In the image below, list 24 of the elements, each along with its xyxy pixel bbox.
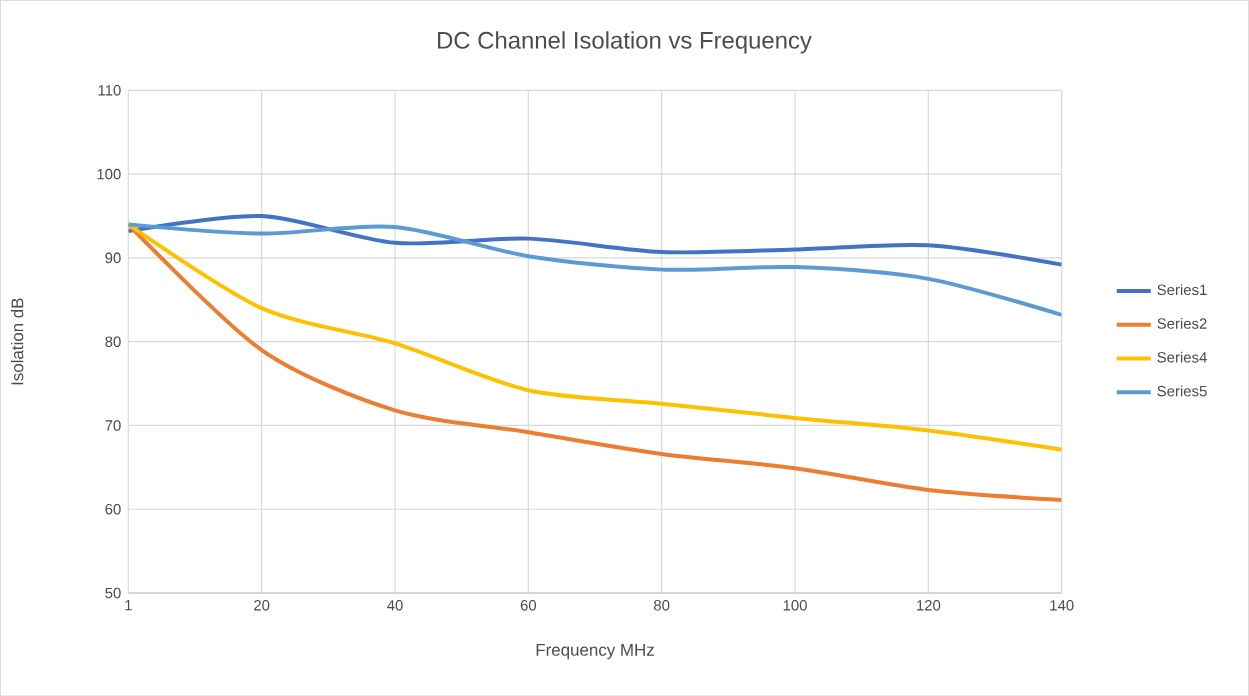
y-tick-label: 110 (98, 84, 121, 96)
line-series (128, 213, 1062, 267)
y-tick-label: 70 (105, 420, 121, 431)
legend-label: Series5 (1157, 385, 1207, 397)
x-axis-title: Frequency MHz (536, 643, 654, 659)
y-axis-title: Isolation dB (10, 298, 24, 385)
x-tick-label: 60 (520, 599, 537, 611)
legend-label: Series2 (1157, 317, 1207, 329)
chart-title: DC Channel Isolation vs Frequency (438, 31, 812, 54)
legend-label: Series1 (1157, 283, 1207, 295)
y-tick-label: 50 (105, 587, 121, 599)
legend-label: Series4 (1157, 351, 1207, 363)
x-tick-label: 120 (917, 599, 941, 611)
y-tick-label: 100 (97, 168, 121, 180)
line-series (128, 222, 1062, 317)
y-tick-label: 80 (105, 336, 121, 347)
x-tick-label: 140 (1050, 599, 1074, 611)
y-tick-label: 90 (105, 252, 121, 264)
x-tick-label: 80 (654, 599, 670, 611)
x-tick-label: 20 (254, 599, 270, 611)
y-tick-label: 60 (105, 503, 121, 515)
x-tick-label: 100 (783, 599, 807, 611)
x-tick-label: 40 (387, 599, 403, 611)
x-tick-label: 1 (125, 599, 132, 611)
